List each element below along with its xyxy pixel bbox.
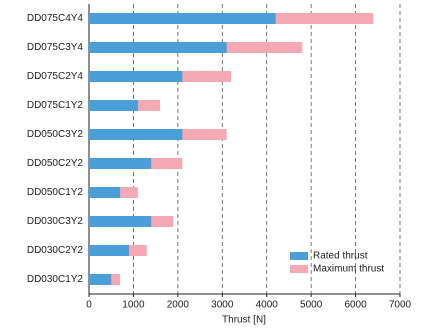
x-axis-label: Thrust [N] (222, 315, 266, 326)
y-tick-label: DD030C2Y2 (27, 245, 84, 256)
legend-swatch (290, 265, 308, 273)
x-tick-label: 3000 (211, 300, 234, 311)
bar (89, 100, 138, 111)
x-tick-label: 6000 (344, 300, 367, 311)
legend-swatch (290, 252, 308, 260)
y-tick-label: DD075C2Y4 (27, 71, 84, 82)
bar (89, 274, 112, 285)
x-tick-label: 4000 (256, 300, 279, 311)
y-tick-label: DD075C3Y4 (27, 42, 84, 53)
bar (89, 42, 227, 53)
x-tick-label: 1000 (122, 300, 145, 311)
x-tick-label: 2000 (167, 300, 190, 311)
legend-label: Rated thrust (313, 251, 368, 262)
y-tick-label: DD050C2Y2 (27, 158, 84, 169)
x-tick-label: 0 (86, 300, 92, 311)
y-tick-label: DD075C4Y4 (27, 13, 84, 24)
bar (89, 13, 276, 24)
x-tick-label: 7000 (389, 300, 412, 311)
y-tick-label: DD075C1Y2 (27, 100, 84, 111)
bar (89, 187, 121, 198)
y-tick-label: DD030C1Y2 (27, 274, 84, 285)
y-tick-label: DD050C3Y2 (27, 129, 84, 140)
bar (89, 216, 152, 227)
x-tick-label: 5000 (300, 300, 323, 311)
y-tick-label: DD050C1Y2 (27, 187, 84, 198)
legend-label: Maximum thrust (313, 264, 384, 275)
y-tick-label: DD030C3Y2 (27, 216, 84, 227)
bar (89, 129, 183, 140)
bar (89, 158, 152, 169)
bar (89, 245, 129, 256)
bar (89, 71, 183, 82)
